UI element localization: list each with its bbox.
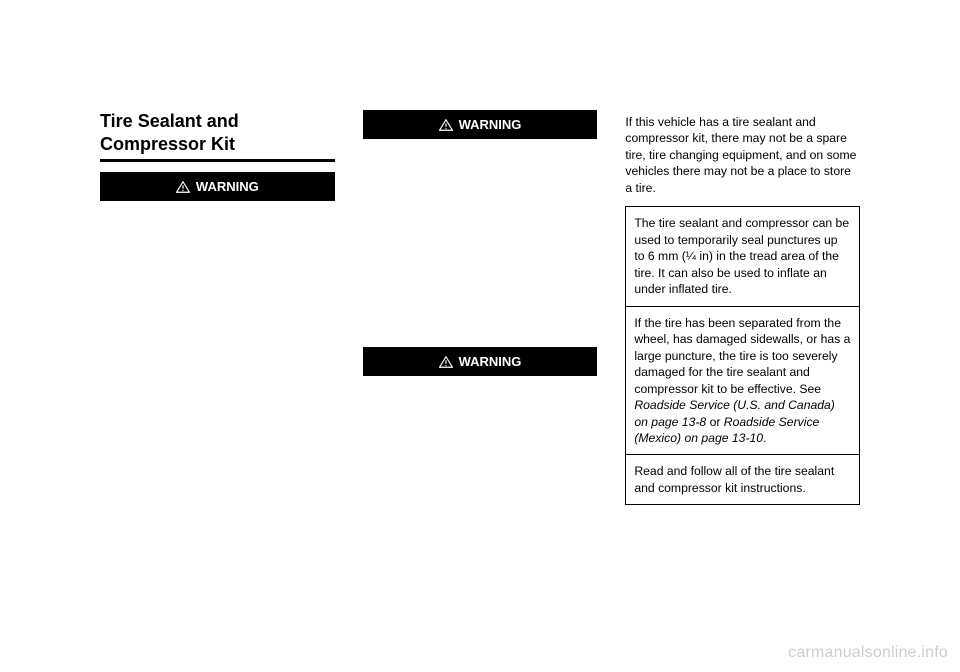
text-run: If the tire has been separated from the … (634, 316, 850, 396)
section-heading: Tire Sealant and Compressor Kit (100, 110, 335, 162)
column-3: If this vehicle has a tire sealant and c… (625, 110, 860, 505)
warning-label: WARNING (459, 117, 522, 132)
column-1: Tire Sealant and Compressor Kit WARNING (100, 110, 335, 505)
warning-triangle-icon (176, 181, 190, 193)
warning-label: WARNING (459, 354, 522, 369)
body-paragraph-boxed: If the tire has been separated from the … (625, 307, 860, 456)
warning-box-3: WARNING (363, 347, 598, 376)
column-2: WARNING WARNING (363, 110, 598, 505)
watermark-text: carmanualsonline.info (788, 644, 948, 662)
manual-page: Tire Sealant and Compressor Kit WARNING … (0, 0, 960, 545)
text-run: or (706, 415, 724, 429)
warning-triangle-icon (439, 356, 453, 368)
warning-label: WARNING (196, 179, 259, 194)
body-paragraph: If this vehicle has a tire sealant and c… (625, 110, 860, 206)
boxed-paragraph-stack: The tire sealant and compressor can be u… (625, 206, 860, 505)
body-paragraph-boxed: Read and follow all of the tire sealant … (625, 455, 860, 505)
warning-box-2: WARNING (363, 110, 598, 139)
warning-triangle-icon (439, 119, 453, 131)
warning-box-1: WARNING (100, 172, 335, 201)
spacer (363, 147, 598, 347)
body-paragraph-boxed: The tire sealant and compressor can be u… (625, 206, 860, 306)
text-run: . (763, 431, 766, 445)
